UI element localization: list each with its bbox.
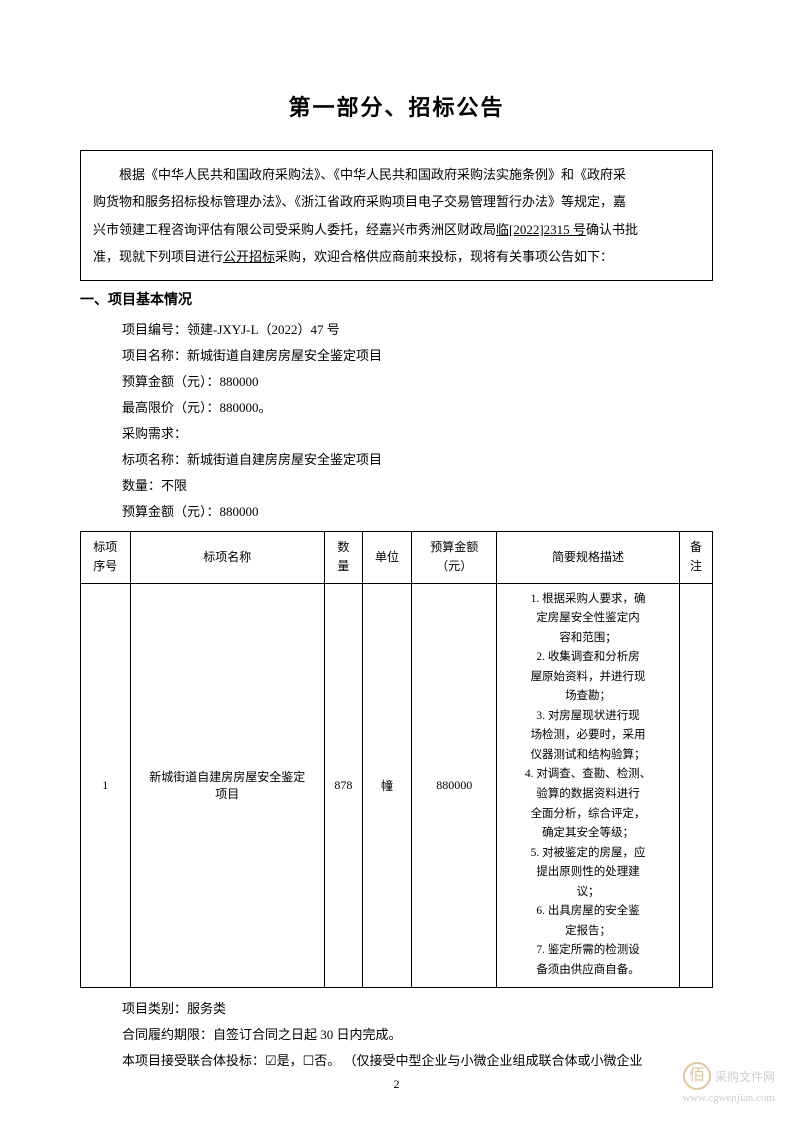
bid-name: 标项名称：新城街道自建房房屋安全鉴定项目: [122, 447, 713, 473]
value: 不限: [161, 478, 187, 493]
label: 合同履约期限：: [122, 1027, 213, 1042]
watermark-icon: 佰: [683, 1062, 711, 1090]
spec-line: 定房屋安全性鉴定内: [501, 609, 675, 629]
consortium: 本项目接受联合体投标：☑是，☐否。 （仅接受中型企业与小微企业组成联合体或小微企…: [122, 1048, 713, 1074]
value: 领建-JXYJ-L（2022）47 号: [187, 322, 340, 337]
notice-box: 根据《中华人民共和国政府采购法》、《中华人民共和国政府采购法实施条例》和《政府采…: [80, 150, 713, 281]
page-title: 第一部分、招标公告: [80, 90, 713, 122]
value: 880000。: [220, 400, 272, 415]
td-unit: 幢: [362, 583, 412, 987]
th-name: 标项名称: [130, 532, 325, 583]
notice-line-4: 准，现就下列项目进行公开招标采购，欢迎合格供应商前来投标，现将有关事项公告如下：: [93, 243, 700, 270]
value: 880000: [220, 374, 259, 389]
label: 预算金额（元）：: [122, 504, 220, 519]
notice-line-1: 根据《中华人民共和国政府采购法》、《中华人民共和国政府采购法实施条例》和《政府采: [93, 161, 700, 188]
spec-line: 5. 对被鉴定的房屋，应: [501, 844, 675, 864]
td-spec: 1. 根据采购人要求，确 定房屋安全性鉴定内 容和范围； 2. 收集调查和分析房…: [497, 583, 680, 987]
notice-underline: 临[2022]2315 号: [496, 222, 586, 237]
notice-text: 采购，欢迎合格供应商前来投标，现将有关事项公告如下：: [275, 249, 613, 264]
purchase-req: 采购需求：: [122, 421, 713, 447]
notice-text: 确认书批: [586, 222, 638, 237]
label: 项目名称：: [122, 348, 187, 363]
spec-line: 议；: [501, 883, 675, 903]
label: 预算金额（元）：: [122, 374, 220, 389]
page-number: 2: [394, 1077, 400, 1092]
category: 项目类别：服务类: [122, 996, 713, 1022]
label: 采购需求：: [122, 426, 187, 441]
spec-line: 仪器测试和结构验算；: [501, 746, 675, 766]
td-qty: 878: [325, 583, 363, 987]
label: 最高限价（元）：: [122, 400, 220, 415]
value: 服务类: [187, 1001, 226, 1016]
watermark-label: 采购文件网: [715, 1070, 775, 1084]
th-amount: 预算金额 （元）: [412, 532, 497, 583]
th-remark: 备 注: [679, 532, 712, 583]
section-1-header: 一、项目基本情况: [80, 289, 713, 309]
notice-line-3: 兴市领建工程咨询评估有限公司受采购人委托，经嘉兴市秀洲区财政局临[2022]23…: [93, 216, 700, 243]
spec-line: 确定其安全等级；: [501, 824, 675, 844]
spec-line: 定报告；: [501, 922, 675, 942]
spec-line: 1. 根据采购人要求，确: [501, 590, 675, 610]
spec-line: 7. 鉴定所需的检测设: [501, 941, 675, 961]
label: 数量：: [122, 478, 161, 493]
budget: 预算金额（元）：880000: [122, 369, 713, 395]
value: 自签订合同之日起 30 日内完成。: [213, 1027, 402, 1042]
td-name: 新城街道自建房房屋安全鉴定 项目: [130, 583, 325, 987]
spec-line: 场查勘；: [501, 687, 675, 707]
table-header-row: 标项 序号 标项名称 数 量 单位 预算金额 （元） 简要规格描述 备 注: [81, 532, 713, 583]
project-name: 项目名称：新城街道自建房房屋安全鉴定项目: [122, 343, 713, 369]
notice-line-2: 购货物和服务招标投标管理办法》、《浙江省政府采购项目电子交易管理暂行办法》等规定…: [93, 188, 700, 215]
value: 880000: [220, 504, 259, 519]
spec-line: 场检测，必要时，采用: [501, 726, 675, 746]
cell-text: 新城街道自建房房屋安全鉴定 项目: [149, 770, 305, 801]
notice-text: 兴市领建工程咨询评估有限公司受采购人委托，经嘉兴市秀洲区财政局: [93, 222, 496, 237]
th-unit: 单位: [362, 532, 412, 583]
th-spec: 简要规格描述: [497, 532, 680, 583]
header-text: 数 量: [337, 540, 349, 573]
quantity: 数量：不限: [122, 473, 713, 499]
spec-line: 2. 收集调查和分析房: [501, 648, 675, 668]
value: 新城街道自建房房屋安全鉴定项目: [187, 348, 382, 363]
th-seq: 标项 序号: [81, 532, 131, 583]
header-text: 预算金额 （元）: [430, 540, 478, 573]
label: 项目编号：: [122, 322, 187, 337]
project-no: 项目编号：领建-JXYJ-L（2022）47 号: [122, 317, 713, 343]
notice-underline: 公开招标: [223, 249, 275, 264]
spec-line: 3. 对房屋现状进行现: [501, 707, 675, 727]
watermark: 佰 采购文件网 www.cgwenjian.com: [682, 1062, 775, 1104]
spec-line: 备须由供应商自备。: [501, 961, 675, 981]
bid-table: 标项 序号 标项名称 数 量 单位 预算金额 （元） 简要规格描述 备 注 1 …: [80, 531, 713, 987]
spec-line: 验算的数据资料进行: [501, 785, 675, 805]
spec-line: 屋原始资料，并进行现: [501, 668, 675, 688]
table-row: 1 新城街道自建房房屋安全鉴定 项目 878 幢 880000 1. 根据采购人…: [81, 583, 713, 987]
spec-line: 容和范围；: [501, 629, 675, 649]
notice-text: 根据《中华人民共和国政府采购法》、《中华人民共和国政府采购法实施条例》和《政府采: [119, 167, 626, 182]
td-seq: 1: [81, 583, 131, 987]
th-qty: 数 量: [325, 532, 363, 583]
period: 合同履约期限：自签订合同之日起 30 日内完成。: [122, 1022, 713, 1048]
td-amount: 880000: [412, 583, 497, 987]
header-text: 备 注: [690, 540, 702, 573]
label: 项目类别：: [122, 1001, 187, 1016]
td-remark: [679, 583, 712, 987]
notice-text: 准，现就下列项目进行: [93, 249, 223, 264]
spec-line: 6. 出具房屋的安全鉴: [501, 902, 675, 922]
budget-2: 预算金额（元）：880000: [122, 499, 713, 525]
max-price: 最高限价（元）：880000。: [122, 395, 713, 421]
header-text: 标项 序号: [93, 540, 117, 573]
spec-line: 提出原则性的处理建: [501, 863, 675, 883]
spec-line: 4. 对调查、查勘、检测、: [501, 765, 675, 785]
value: 新城街道自建房房屋安全鉴定项目: [187, 452, 382, 467]
spec-line: 全面分析，综合评定，: [501, 805, 675, 825]
watermark-url: www.cgwenjian.com: [682, 1092, 775, 1104]
label: 标项名称：: [122, 452, 187, 467]
